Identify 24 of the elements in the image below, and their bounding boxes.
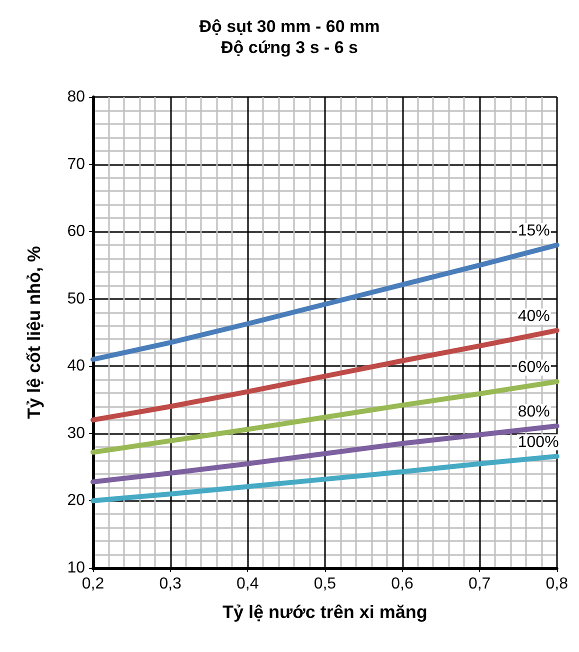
x-tick-label: 0,7 <box>468 576 491 592</box>
x-tick-label: 0,3 <box>159 576 182 592</box>
x-axis-title: Tỷ lệ nước trên xi măng <box>222 602 428 622</box>
x-tick-label: 0,4 <box>236 576 259 592</box>
series-label: 40% <box>518 308 550 325</box>
series-label: 60% <box>518 359 550 376</box>
x-tick-label: 0,8 <box>546 576 568 592</box>
y-tick-label: 30 <box>67 424 86 442</box>
y-tick-label: 80 <box>67 88 86 106</box>
y-axis-title: Tỷ lệ cốt liệu nhỏ, % <box>24 246 44 420</box>
x-tick-label: 0,5 <box>314 576 336 592</box>
y-tick-label: 60 <box>67 223 86 240</box>
x-tick-label: 0,6 <box>391 576 414 592</box>
y-tick-label: 20 <box>67 492 86 510</box>
series-label: 80% <box>518 404 550 421</box>
chart-title: Độ sụt 30 mm - 60 mm <box>199 17 380 36</box>
chart-subtitle: Độ cứng 3 s - 6 s <box>220 38 358 57</box>
y-tick-label: 70 <box>67 156 86 173</box>
y-tick-label: 50 <box>67 290 86 308</box>
y-tick-label: 10 <box>67 560 86 576</box>
y-tick-label: 40 <box>67 358 86 375</box>
series-label: 100% <box>518 434 559 451</box>
x-tick-label: 0,2 <box>82 576 104 592</box>
series-label: 15% <box>518 222 550 240</box>
